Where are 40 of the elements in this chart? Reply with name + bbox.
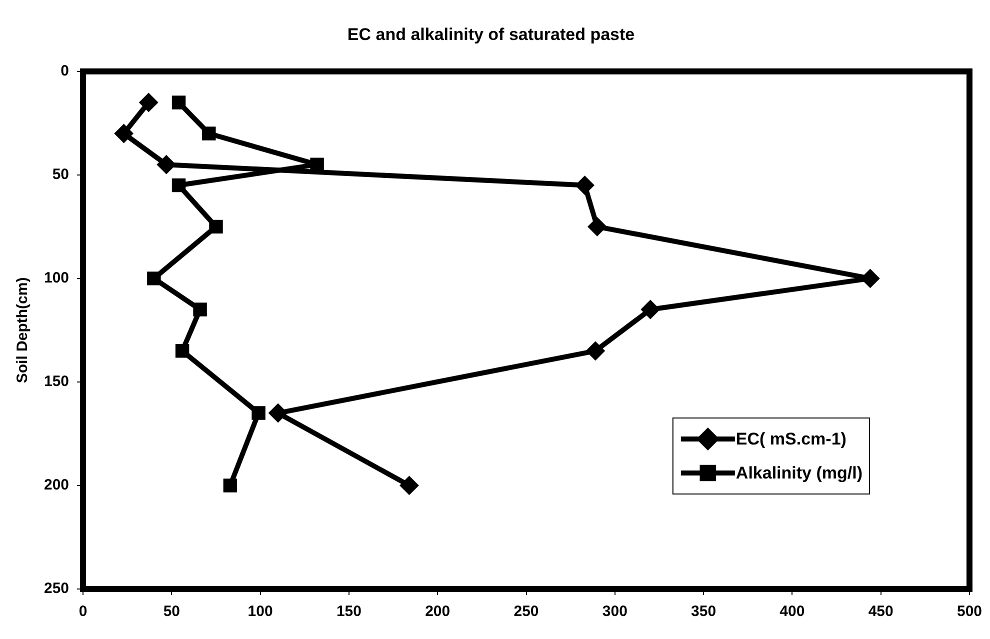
point <box>114 124 134 144</box>
point <box>175 344 190 358</box>
point <box>400 476 419 495</box>
x-tick-label: 300 <box>602 603 628 620</box>
y-axis-title: Soil Depth(cm) <box>14 277 32 384</box>
point <box>147 272 161 286</box>
point <box>588 217 607 236</box>
x-tick-label: 150 <box>336 603 362 620</box>
x-tick-label: 100 <box>248 603 273 620</box>
y-tick-label: 200 <box>44 476 70 494</box>
point <box>156 155 176 174</box>
y-tick-label: 50 <box>52 166 70 184</box>
x-tick-label: 400 <box>780 603 805 620</box>
x-tick-label: 50 <box>163 603 180 620</box>
point <box>193 302 207 316</box>
point <box>172 178 186 192</box>
x-tick-label: 450 <box>868 603 894 620</box>
x-tick-label: 0 <box>78 603 88 620</box>
legend-label: Alkalinity (mg/l) <box>736 464 862 483</box>
point <box>223 478 238 492</box>
point <box>252 406 266 420</box>
point <box>586 341 605 360</box>
point <box>209 220 223 234</box>
point <box>202 126 216 140</box>
x-tick-label: 250 <box>514 603 539 620</box>
point <box>640 300 660 319</box>
point <box>268 404 288 423</box>
y-tick-label: 0 <box>60 62 70 80</box>
x-tick-label: 200 <box>425 603 450 620</box>
y-tick-label: 150 <box>44 373 70 390</box>
point <box>172 96 186 110</box>
y-tick-label: 250 <box>44 580 70 598</box>
point <box>575 176 594 195</box>
legend-label: EC( mS.cm-1) <box>736 430 846 449</box>
point <box>310 158 324 172</box>
x-tick-label: 500 <box>956 603 982 620</box>
chart-title: EC and alkalinity of saturated paste <box>347 24 635 44</box>
x-tick-label: 350 <box>691 603 716 620</box>
point <box>139 92 158 112</box>
y-tick-label: 100 <box>44 270 70 287</box>
